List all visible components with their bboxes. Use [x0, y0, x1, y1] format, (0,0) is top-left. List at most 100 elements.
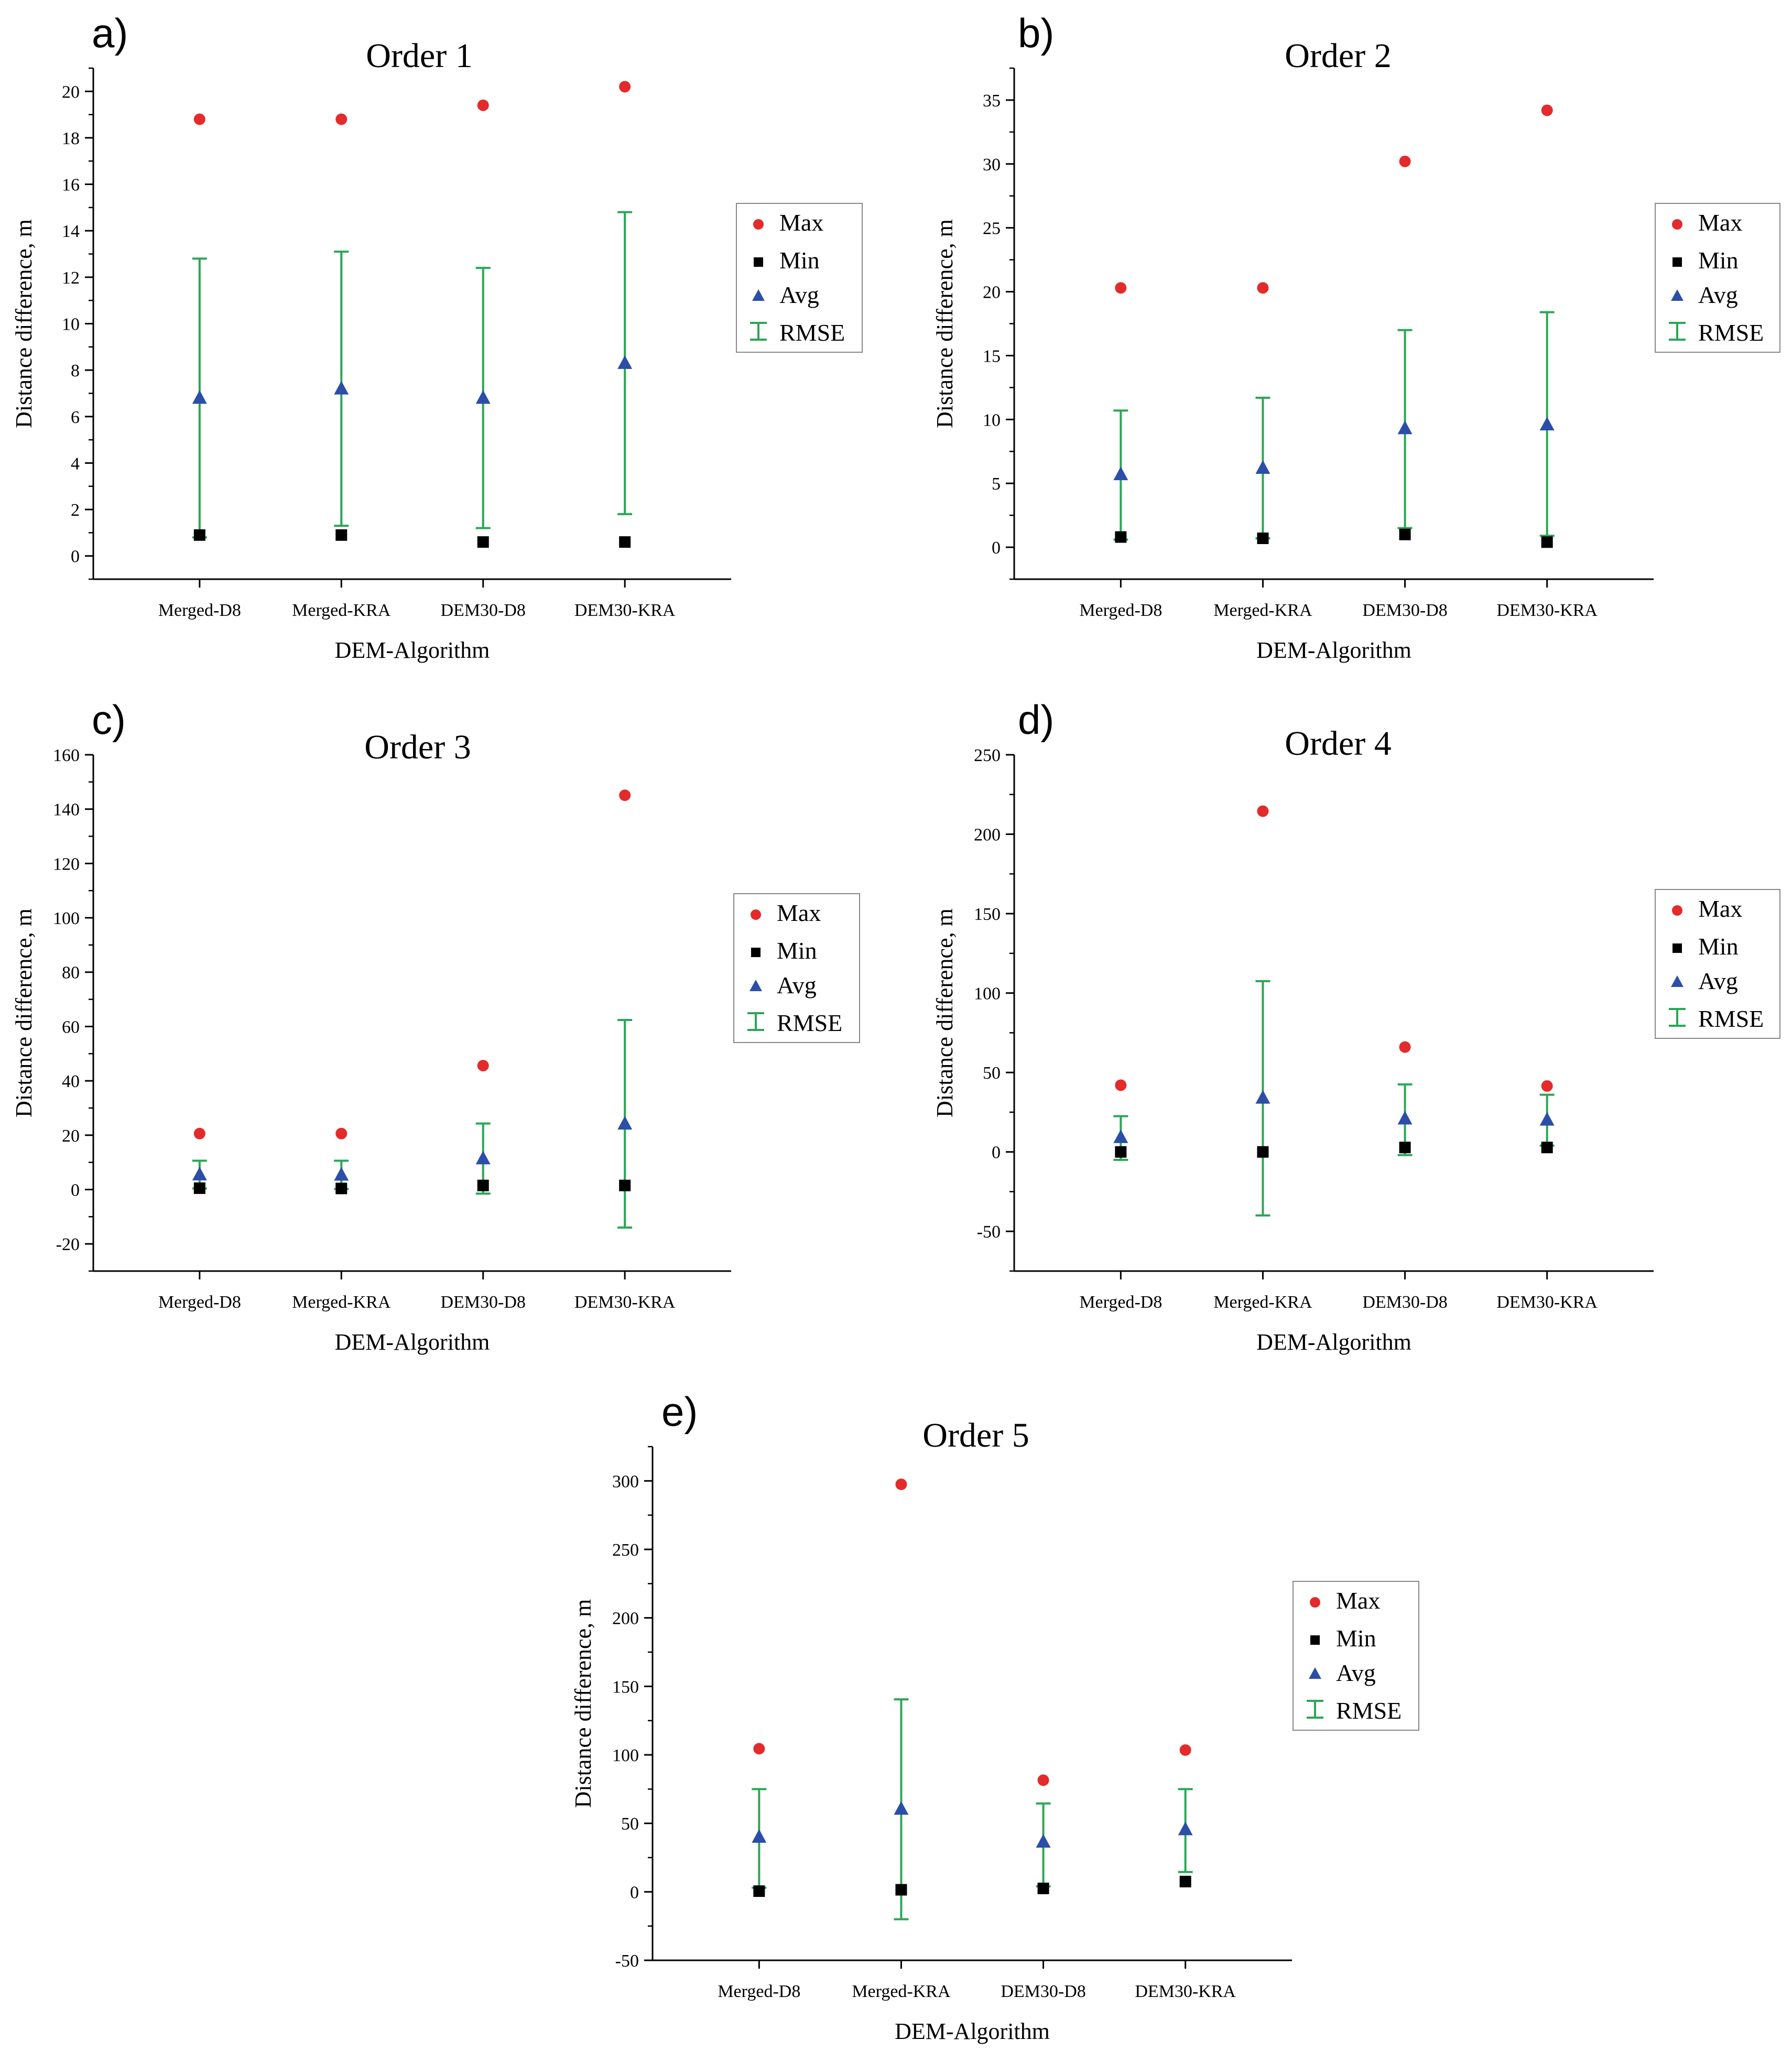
y-tick-label: 250	[612, 1540, 639, 1560]
y-tick-label: 15	[983, 346, 1001, 366]
panel-letter: d)	[1018, 697, 1054, 743]
x-tick-label: Merged-KRA	[292, 1293, 391, 1312]
legend-entry-rmse: RMSE	[777, 1010, 842, 1036]
y-tick-label: 4	[71, 454, 80, 473]
y-tick-label: 20	[62, 1126, 80, 1146]
min-point	[619, 536, 631, 548]
x-tick-label: DEM30-KRA	[574, 1293, 676, 1312]
avg-point	[192, 1166, 207, 1180]
y-tick-label: 0	[992, 1143, 1001, 1163]
y-tick-label: 60	[62, 1017, 80, 1037]
min-point	[1179, 1875, 1191, 1887]
chart-panel-2: b) Order 2 0 5 10 15 20 25 30 35 Merged-D8 Merged-K…	[932, 10, 1780, 663]
y-tick-label: 6	[71, 408, 80, 427]
y-tick-label: 16	[62, 176, 80, 195]
legend-avg-marker	[1309, 1667, 1321, 1679]
max-point	[335, 113, 347, 125]
legend-min-marker	[754, 257, 763, 267]
y-tick-label: 100	[612, 1746, 639, 1765]
min-point	[477, 1179, 489, 1191]
avg-point	[475, 1151, 491, 1165]
min-point	[477, 536, 489, 548]
y-axis-label: Distance difference, m	[932, 219, 958, 428]
x-tick-label: Merged-D8	[1079, 601, 1162, 620]
avg-point	[617, 1116, 633, 1130]
avg-point	[1113, 1129, 1128, 1143]
panel-letter: a)	[92, 10, 128, 56]
min-point	[753, 1885, 765, 1897]
avg-point	[617, 355, 633, 369]
min-point	[1399, 1142, 1411, 1154]
max-point	[335, 1127, 347, 1140]
panel-letter: b)	[1018, 10, 1054, 56]
max-point	[1541, 104, 1553, 116]
chart-title: Order 3	[364, 728, 471, 766]
y-tick-label: 14	[62, 222, 80, 241]
min-point	[335, 1182, 347, 1195]
y-tick-label: 150	[974, 905, 1001, 924]
y-tick-label: 140	[53, 800, 80, 820]
max-point	[753, 1743, 765, 1755]
legend: Max Min Avg RMSE	[736, 203, 863, 353]
avg-point	[1397, 1111, 1413, 1125]
y-tick-label: 5	[992, 474, 1001, 494]
y-tick-label: -50	[615, 1951, 639, 1971]
avg-point	[1255, 460, 1270, 474]
max-point	[1399, 1041, 1411, 1053]
min-point	[1257, 1146, 1269, 1158]
y-tick-label: -20	[56, 1235, 80, 1254]
y-tick-label: 50	[621, 1815, 639, 1834]
legend-min-marker	[1672, 257, 1682, 267]
chart-panel-1: a) Order 1 0 2 4 6 8 10 12 14 16 18 20 Merged-D8 Merge…	[11, 10, 863, 663]
legend-entry-max: Max	[777, 899, 821, 926]
y-tick-label: -50	[977, 1222, 1001, 1242]
chart-title: Order 1	[366, 37, 472, 75]
legend-max-marker	[1672, 905, 1682, 916]
legend-entry-min: Min	[777, 937, 817, 964]
x-axis-label: DEM-Algorithm	[335, 1329, 490, 1355]
chart-title: Order 2	[1285, 37, 1391, 75]
chart-panel-4: d) Order 4 -50 0 50 100 150 200 250 Merged-D8 Merg…	[932, 697, 1780, 1355]
x-tick-label: Merged-KRA	[292, 601, 391, 620]
y-tick-label: 30	[983, 155, 1001, 175]
legend-entry-max: Max	[1698, 895, 1742, 922]
max-point	[1037, 1774, 1049, 1786]
x-axis-label: DEM-Algorithm	[895, 2019, 1050, 2044]
max-point	[619, 789, 631, 801]
y-tick-label: 250	[974, 746, 1001, 765]
legend-entry-rmse: RMSE	[779, 319, 845, 346]
legend-entry-max: Max	[1698, 209, 1742, 236]
min-point	[1541, 1142, 1553, 1154]
y-tick-label: 20	[983, 283, 1001, 302]
avg-point	[1113, 466, 1128, 481]
legend-max-marker	[1310, 1597, 1320, 1608]
y-tick-label: 160	[53, 746, 80, 765]
x-tick-label: DEM30-KRA	[574, 601, 676, 620]
legend-min-marker	[1672, 943, 1682, 953]
chart-panel-5: e) Order 5 -50 0 50 100 150 200 250 300 Merged-D8 M…	[570, 1388, 1419, 2044]
x-tick-label: DEM30-D8	[1362, 1293, 1447, 1312]
avg-point	[1539, 417, 1555, 431]
y-tick-label: 40	[62, 1072, 80, 1091]
legend-min-marker	[751, 948, 761, 957]
max-point	[1179, 1744, 1191, 1756]
legend: Max Min Avg RMSE	[733, 893, 860, 1043]
legend-avg-marker	[750, 980, 762, 991]
min-point	[1257, 533, 1269, 544]
y-tick-label: 20	[62, 82, 80, 102]
max-point	[477, 1060, 489, 1072]
avg-point	[1539, 1112, 1555, 1126]
y-tick-label: 100	[53, 909, 80, 928]
y-tick-label: 50	[983, 1064, 1001, 1083]
y-tick-label: 200	[974, 826, 1001, 845]
x-axis-label: DEM-Algorithm	[335, 637, 490, 663]
max-point	[619, 81, 631, 93]
y-tick-label: 100	[974, 984, 1001, 1004]
y-tick-label: 0	[630, 1883, 639, 1902]
legend-entry-avg: Avg	[1336, 1659, 1376, 1686]
max-point	[895, 1478, 907, 1490]
legend-entry-max: Max	[1336, 1587, 1380, 1614]
x-tick-label: Merged-D8	[718, 1982, 800, 2001]
min-point	[895, 1884, 907, 1896]
